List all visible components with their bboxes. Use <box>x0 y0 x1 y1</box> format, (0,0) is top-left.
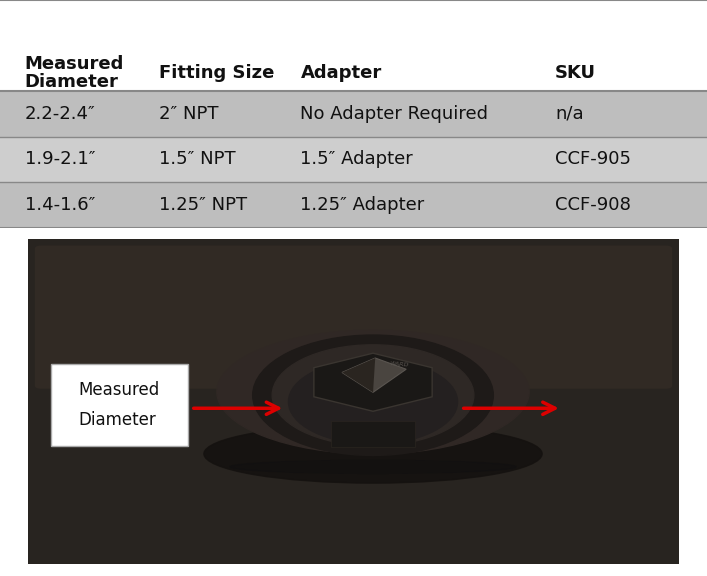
Text: Diameter: Diameter <box>25 73 119 91</box>
Polygon shape <box>342 358 375 392</box>
Text: 1.5″ NPT: 1.5″ NPT <box>159 150 235 168</box>
Circle shape <box>272 345 474 446</box>
Text: CCF-908: CCF-908 <box>555 196 631 214</box>
Text: SKU: SKU <box>555 64 596 82</box>
Circle shape <box>288 359 457 444</box>
FancyBboxPatch shape <box>0 0 707 91</box>
FancyBboxPatch shape <box>51 365 187 446</box>
FancyBboxPatch shape <box>8 229 699 574</box>
Text: 1.25″ NPT: 1.25″ NPT <box>159 196 247 214</box>
Text: Adapter: Adapter <box>300 64 382 82</box>
Text: WARD: WARD <box>389 361 409 367</box>
Text: 1.4-1.6″: 1.4-1.6″ <box>25 196 95 214</box>
Text: 1.25″ Adapter: 1.25″ Adapter <box>300 196 425 214</box>
Ellipse shape <box>217 330 529 454</box>
Text: 1.5″ Adapter: 1.5″ Adapter <box>300 150 413 168</box>
Text: 2.2-2.4″: 2.2-2.4″ <box>25 105 95 123</box>
FancyBboxPatch shape <box>0 182 707 228</box>
Text: CCF-905: CCF-905 <box>555 150 631 168</box>
Ellipse shape <box>204 425 542 483</box>
Ellipse shape <box>230 460 516 473</box>
Text: Fitting Size: Fitting Size <box>159 64 274 82</box>
Text: n/a: n/a <box>555 105 583 123</box>
Text: 1.9-2.1″: 1.9-2.1″ <box>25 150 95 168</box>
FancyBboxPatch shape <box>0 91 707 137</box>
Text: No Adapter Required: No Adapter Required <box>300 105 489 123</box>
Text: Measured: Measured <box>25 55 124 73</box>
Polygon shape <box>342 358 407 392</box>
Text: Measured
Diameter: Measured Diameter <box>78 381 160 429</box>
FancyBboxPatch shape <box>331 421 415 448</box>
FancyBboxPatch shape <box>0 137 707 182</box>
FancyBboxPatch shape <box>35 245 672 389</box>
Polygon shape <box>314 353 432 411</box>
Ellipse shape <box>256 460 490 473</box>
Circle shape <box>252 335 493 456</box>
Text: 2″ NPT: 2″ NPT <box>159 105 218 123</box>
